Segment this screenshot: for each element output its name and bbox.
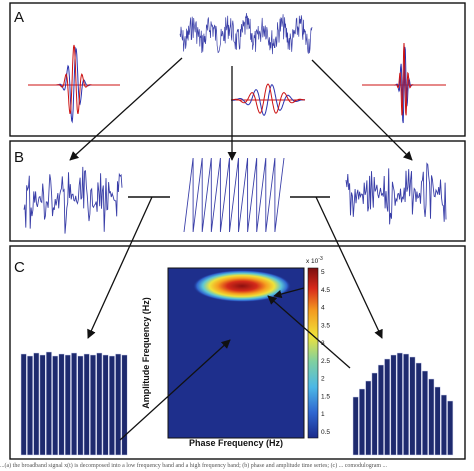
histogram-bar xyxy=(359,388,365,456)
histogram-bar xyxy=(371,372,378,456)
panel-a-letter: A xyxy=(14,9,24,26)
arrow-peaked-to-hotspot xyxy=(267,295,351,369)
colorbar-ticks: 54.543.532.521.510.5 xyxy=(321,269,330,436)
histogram-bar xyxy=(90,354,96,456)
histogram-bar xyxy=(45,351,52,456)
histogram-bar xyxy=(403,353,410,456)
histogram-bar xyxy=(447,400,454,456)
wavelet-left xyxy=(28,44,120,124)
colorbar-exponent: x 10-3 xyxy=(306,256,323,265)
panel-c-frame xyxy=(9,245,466,460)
histogram-bar xyxy=(390,354,397,456)
histogram-bar xyxy=(58,353,65,456)
colorbar-tick-label: 1.5 xyxy=(321,393,330,400)
histogram-bar xyxy=(396,352,403,456)
histogram-bar xyxy=(39,354,46,456)
figure-caption: ...(a) the broadband signal x(t) is deco… xyxy=(0,463,388,469)
histogram-bar xyxy=(96,352,103,456)
arrow-flat-to-heatmap xyxy=(119,339,231,441)
histogram-bar xyxy=(20,353,27,456)
histogram-bar xyxy=(52,355,59,456)
histogram-bar xyxy=(440,394,447,456)
histogram-flat xyxy=(20,351,128,456)
histogram-bar xyxy=(434,386,441,456)
histogram-bar xyxy=(115,353,122,456)
histogram-bar xyxy=(83,353,90,456)
raw-broadband-signal xyxy=(179,12,313,55)
panel-a-frame xyxy=(9,2,466,137)
colorbar-tick-label: 4.5 xyxy=(321,287,330,294)
phase-time-series xyxy=(183,157,285,233)
histogram-bar xyxy=(352,396,359,456)
histogram-bar xyxy=(415,362,422,456)
histogram-bar xyxy=(422,370,428,456)
colorbar xyxy=(307,267,319,439)
colorbar-tick-label: 1 xyxy=(321,411,325,418)
colorbar-tick-label: 2 xyxy=(321,376,325,383)
heatmap-ylabel: Amplitude Frequency (Hz) xyxy=(141,297,151,409)
colorbar-tick-label: 2.5 xyxy=(321,358,330,365)
amplitude-envelope-right xyxy=(345,162,447,225)
panel-c-letter: C xyxy=(14,259,25,276)
histogram-bar xyxy=(121,354,128,456)
heatmap-hotspot xyxy=(193,270,291,302)
histogram-bar xyxy=(108,355,115,456)
comodulogram xyxy=(167,267,305,439)
histogram-bar xyxy=(71,352,78,456)
histogram-bar xyxy=(77,355,84,456)
histogram-bar xyxy=(33,352,40,456)
wavelet-middle xyxy=(230,83,306,116)
histogram-bar xyxy=(377,364,384,456)
histogram-bar xyxy=(27,355,33,456)
panel-b-frame xyxy=(9,140,466,242)
heatmap-frame xyxy=(167,267,305,439)
arrow-to-histogram-left xyxy=(87,196,153,339)
arrow-to-amplitude-right xyxy=(311,59,413,161)
histogram-bar xyxy=(384,358,391,456)
colorbar-tick-label: 0.5 xyxy=(321,429,330,436)
histogram-bar xyxy=(102,354,109,456)
heatmap-xlabel: Phase Frequency (Hz) xyxy=(189,438,283,448)
arrow-to-histogram-right xyxy=(315,196,383,339)
colorbar-tick-label: 4 xyxy=(321,305,325,312)
amplitude-envelope-left xyxy=(23,166,123,234)
wavelet-right xyxy=(362,42,446,124)
histogram-bar xyxy=(409,356,416,456)
colorbar-tick-label: 3.5 xyxy=(321,322,330,329)
colorbar-tick-label: 5 xyxy=(321,269,325,276)
arrow-to-amplitude-left xyxy=(69,57,183,161)
histogram-peaked xyxy=(352,352,454,456)
panel-b-letter: B xyxy=(14,149,24,166)
histogram-bar xyxy=(365,380,372,456)
histogram-bar xyxy=(64,354,71,456)
histogram-bar xyxy=(428,378,435,456)
arrow-to-hotspot xyxy=(273,287,305,299)
